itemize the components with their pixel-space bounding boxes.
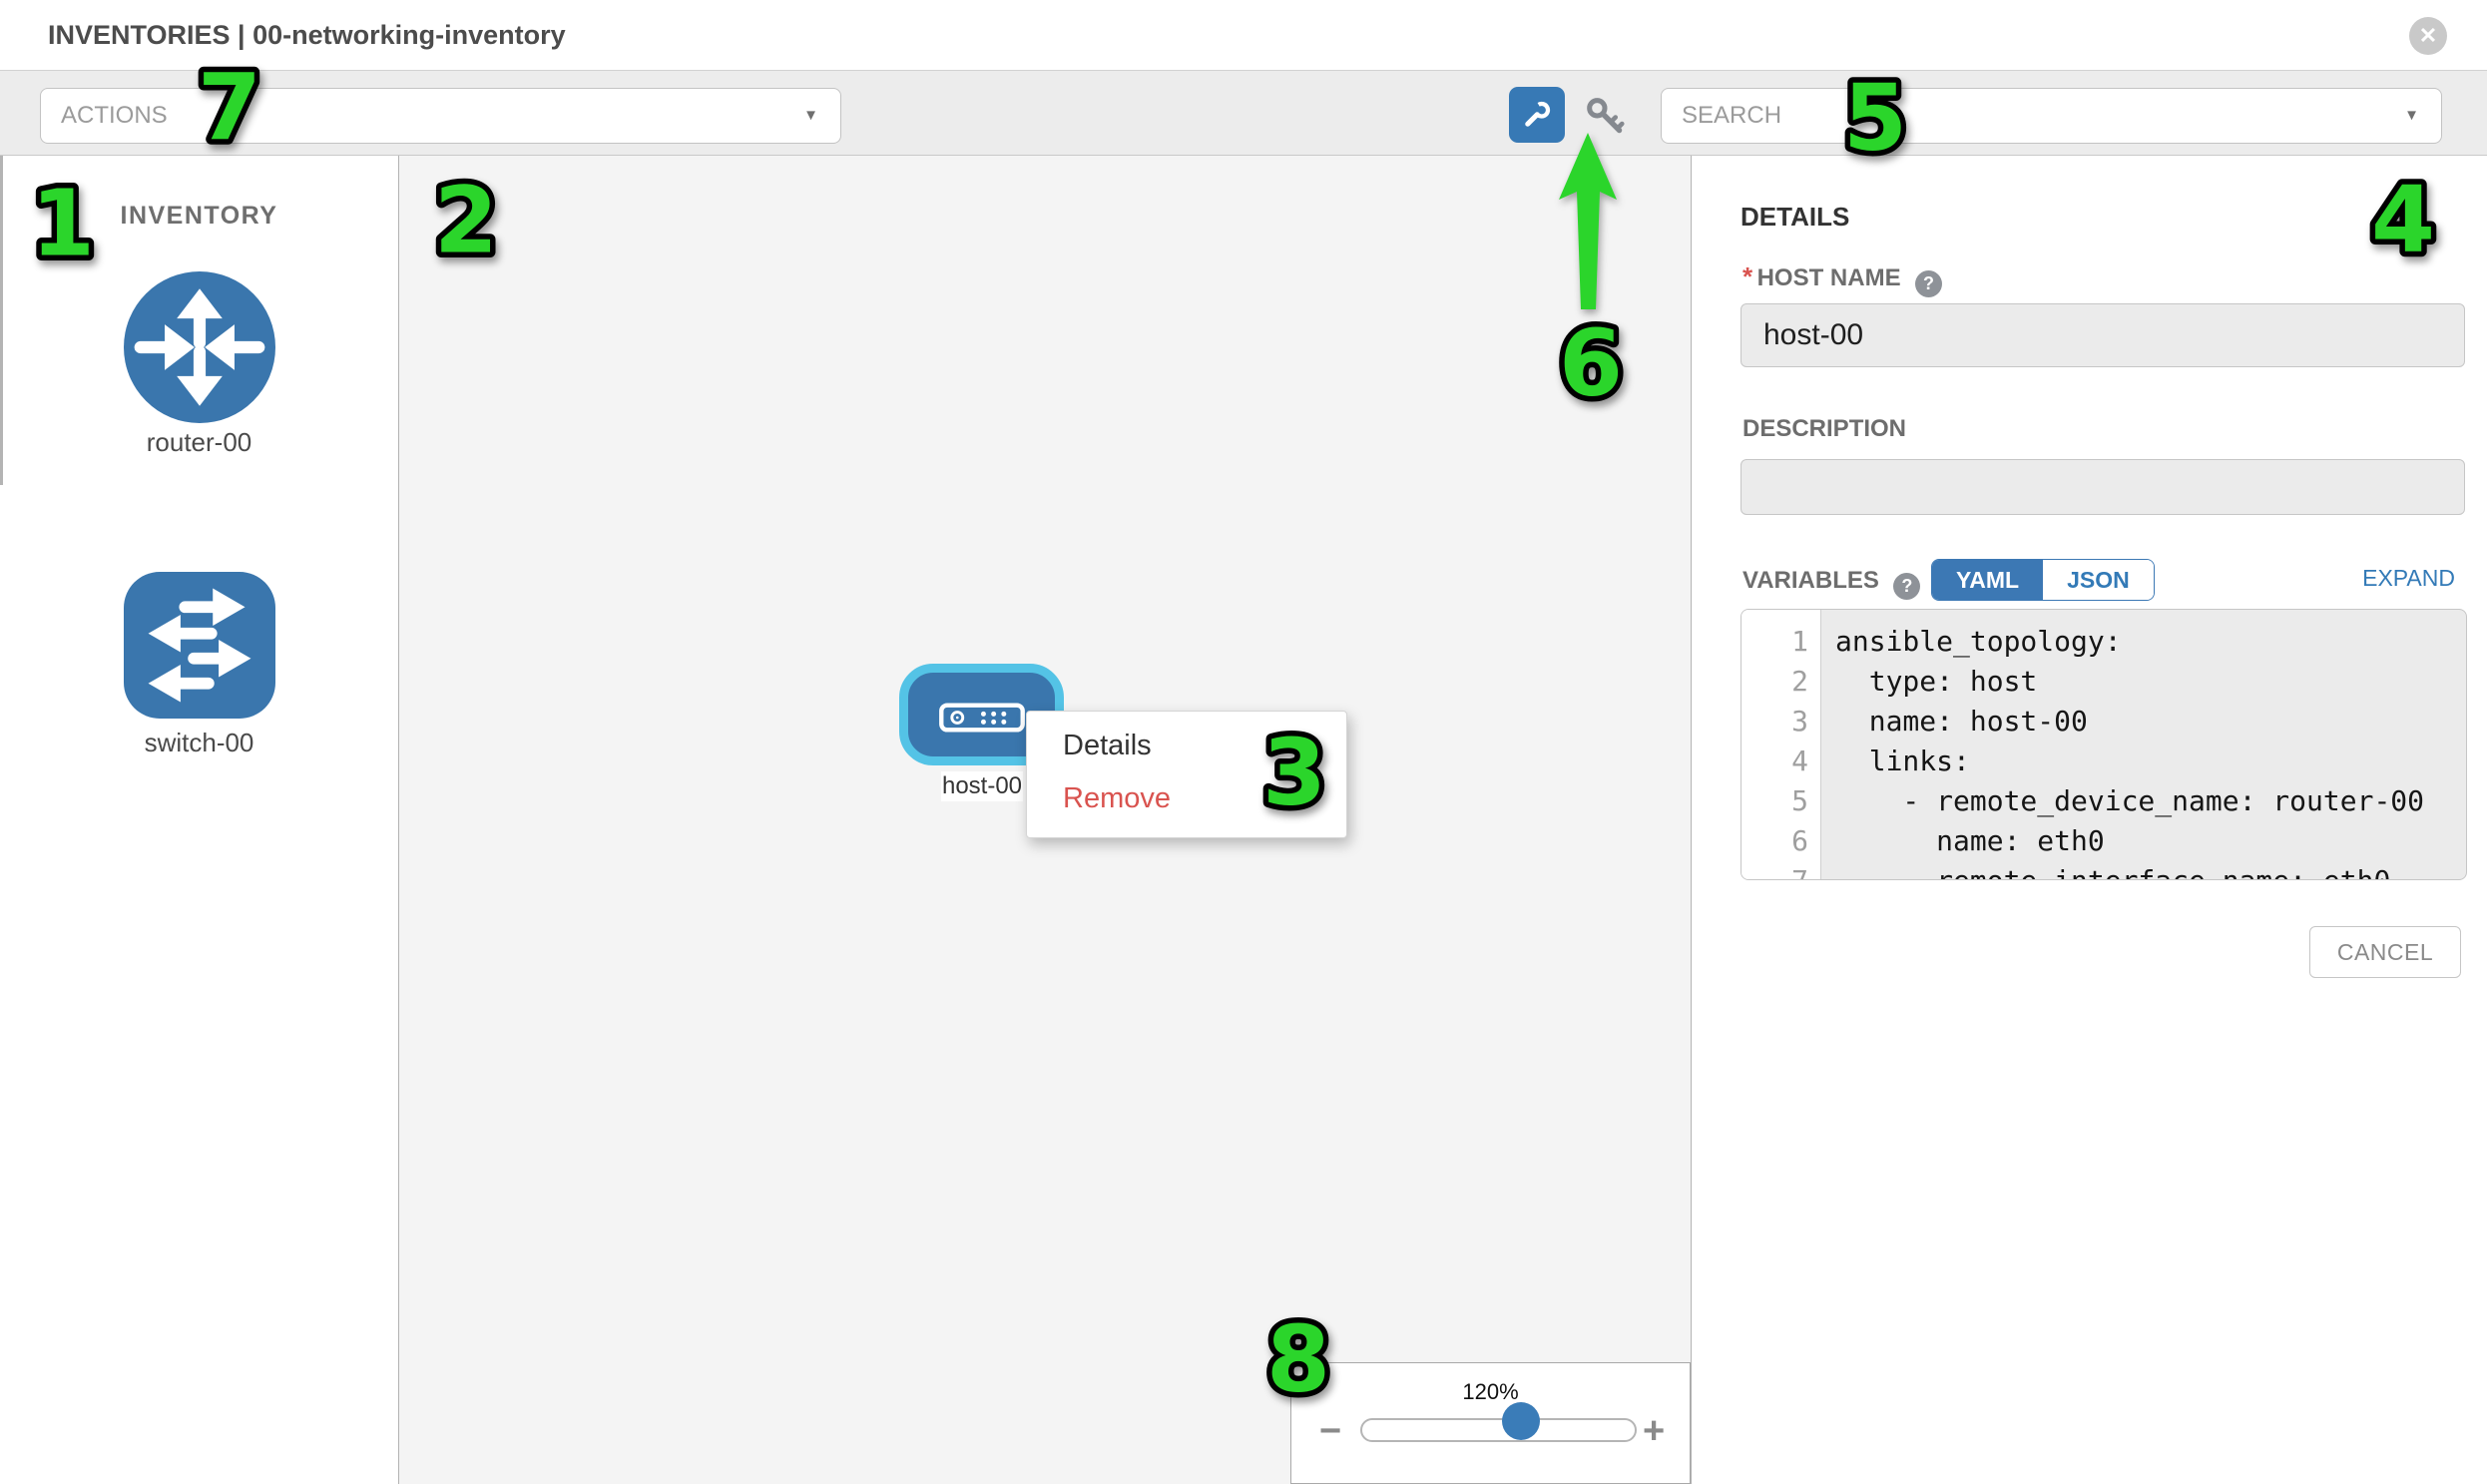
page-title: INVENTORIES | 00-networking-inventory	[48, 20, 566, 50]
zoom-level-value: 120%	[1462, 1379, 1519, 1404]
description-label-row: DESCRIPTION	[1742, 415, 1906, 443]
host-name-label: HOST NAME	[1756, 264, 1901, 291]
code-line: remote_interface_name: eth0	[1835, 861, 2466, 879]
line-number: 5	[1791, 784, 1808, 817]
variables-label-row: VARIABLES ?	[1742, 567, 1921, 600]
search-dropdown-label: SEARCH	[1682, 102, 1782, 129]
topology-canvas[interactable]: host-00 Details Remove 120% − +	[399, 156, 1692, 1484]
context-menu-item-remove[interactable]: Remove	[1063, 782, 1171, 814]
zoom-in-button[interactable]: +	[1643, 1410, 1666, 1452]
line-number: 6	[1791, 824, 1808, 857]
context-menu: Details Remove	[1026, 711, 1347, 838]
header: INVENTORIES | 00-networking-inventory ✕	[0, 0, 2487, 70]
zoom-slider-handle[interactable]	[1502, 1402, 1540, 1440]
host-name-label-row: * HOST NAME ?	[1742, 261, 1943, 297]
description-field[interactable]	[1741, 459, 2465, 515]
chevron-down-icon: ▼	[2404, 107, 2419, 124]
help-icon[interactable]: ?	[1915, 270, 1943, 297]
host-node-label: host-00	[941, 771, 1023, 801]
sidebar-title: INVENTORY	[120, 202, 278, 230]
cancel-button[interactable]: CANCEL	[2309, 926, 2461, 978]
switch-icon	[148, 588, 251, 703]
tab-json[interactable]: JSON	[2043, 560, 2154, 600]
code-line: links:	[1835, 744, 1970, 777]
required-marker: *	[1742, 261, 1753, 291]
code-line: name: eth0	[1835, 824, 2105, 857]
host-name-field[interactable]	[1741, 303, 2465, 367]
palette-item-router[interactable]	[124, 271, 275, 423]
details-title: DETAILS	[1741, 202, 1850, 232]
code-line: name: host-00	[1835, 705, 2088, 738]
toolbox-button[interactable]	[1509, 87, 1565, 143]
zoom-out-button[interactable]: −	[1319, 1410, 1342, 1452]
key-button[interactable]	[1582, 93, 1628, 139]
editor-code-area[interactable]: ansible_topology: type: host name: host-…	[1821, 610, 2466, 879]
inventory-sidebar: INVENTORY router-00	[0, 156, 399, 1484]
toolbar: ACTIONS ▼ SEARCH ▼	[0, 70, 2487, 156]
router-icon	[134, 288, 265, 406]
editor-line-numbers: 1 2 3 4 5 6 7	[1741, 610, 1821, 879]
palette-item-label: router-00	[146, 427, 252, 457]
actions-dropdown[interactable]: ACTIONS ▼	[40, 88, 841, 144]
palette-item-switch[interactable]	[124, 572, 275, 719]
variables-format-toggle: YAML JSON	[1931, 559, 2155, 601]
line-number: 1	[1791, 625, 1808, 658]
description-label: DESCRIPTION	[1742, 415, 1907, 442]
code-line: - remote_device_name: router-00	[1835, 784, 2425, 817]
variables-label: VARIABLES	[1742, 567, 1879, 594]
actions-dropdown-label: ACTIONS	[61, 102, 168, 129]
code-line: type: host	[1835, 665, 2038, 698]
code-line: ansible_topology:	[1835, 625, 2122, 658]
line-number: 7	[1741, 861, 1820, 879]
line-number: 2	[1791, 665, 1808, 698]
palette-item-label: switch-00	[144, 728, 254, 757]
help-icon[interactable]: ?	[1893, 573, 1921, 600]
zoom-slider-track[interactable]	[1360, 1418, 1637, 1442]
line-number: 3	[1791, 705, 1808, 738]
tab-yaml[interactable]: YAML	[1932, 560, 2044, 600]
expand-link[interactable]: EXPAND	[2362, 565, 2455, 591]
wrench-icon	[1525, 101, 1551, 127]
zoom-control-panel: 120% − +	[1290, 1362, 1691, 1484]
sidebar-scrollbar[interactable]	[0, 156, 3, 485]
chevron-down-icon: ▼	[803, 107, 818, 124]
details-panel: DETAILS * HOST NAME ? DESCRIPTION VARIAB…	[1693, 156, 2487, 1484]
key-icon	[1587, 98, 1625, 134]
context-menu-item-details[interactable]: Details	[1063, 730, 1152, 761]
search-dropdown[interactable]: SEARCH ▼	[1661, 88, 2442, 144]
close-icon[interactable]: ✕	[2409, 17, 2447, 55]
line-number: 4	[1791, 744, 1808, 777]
server-icon	[939, 703, 1025, 733]
variables-editor[interactable]: 1 2 3 4 5 6 7 ansible_topology: type: ho…	[1741, 609, 2467, 880]
